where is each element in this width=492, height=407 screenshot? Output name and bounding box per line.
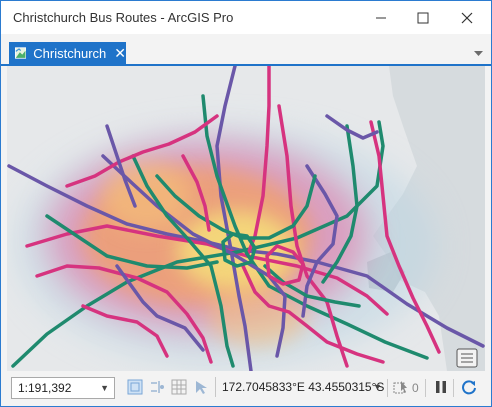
divider [387,379,388,397]
status-bar: 1:191,392 ▼ 172.7045833°E 43.4550315°S ▼… [1,373,491,406]
minimize-button[interactable] [363,5,399,31]
route-line [65,114,219,188]
route-line [241,264,385,364]
route-line [181,154,211,232]
snapping-icon[interactable] [149,379,165,395]
route-line [265,244,305,286]
route-line [101,154,287,358]
route-line [263,264,361,308]
route-line [221,232,257,268]
scale-dropdown[interactable]: 1:191,392 ▼ [11,377,115,399]
tab-strip: Christchurch ✕ [1,34,491,66]
coordinate-readout: 172.7045833°E 43.4550315°S [215,377,386,397]
divider [425,379,426,397]
route-line [215,66,253,371]
close-button[interactable] [449,5,485,31]
chevron-down-icon: ▼ [100,383,109,393]
legend-icon[interactable] [456,348,478,368]
close-icon [461,12,473,24]
route-line [81,304,169,358]
bus-routes-layer [7,66,485,371]
route-line [131,154,235,368]
route-line [321,124,359,284]
selected-count: 0 [412,381,419,395]
fixed-zoom-icon[interactable] [127,379,143,395]
selection-icon[interactable] [393,379,409,395]
route-line [115,264,205,352]
divider [453,379,454,397]
grid-icon[interactable] [171,379,187,395]
map-view[interactable] [7,66,485,371]
route-line [369,120,441,354]
tab-label: Christchurch [33,45,107,61]
chevron-down-icon[interactable] [474,51,483,57]
chevron-down-icon[interactable]: ▼ [373,382,382,392]
route-line [45,214,219,270]
route-line [155,174,317,240]
coordinate-text: 172.7045833°E 43.4550315°S [222,380,385,394]
route-line [325,114,379,140]
tab-close-button[interactable]: ✕ [114,45,126,61]
route-line [105,124,137,208]
maximize-button[interactable] [405,5,441,31]
route-line [301,164,339,318]
map-tab-icon [15,47,27,59]
refresh-icon[interactable] [461,379,477,395]
window-title: Christchurch Bus Routes - ArcGIS Pro [13,10,234,25]
title-bar: Christchurch Bus Routes - ArcGIS Pro [1,1,491,34]
tab-christchurch[interactable]: Christchurch ✕ [9,42,126,64]
map-canvas[interactable] [7,66,485,371]
route-line [35,264,213,364]
pause-icon[interactable] [433,379,449,395]
maximize-icon [417,12,429,24]
scale-value: 1:191,392 [18,381,72,395]
minimize-icon [376,17,386,19]
navigate-icon[interactable] [193,379,209,395]
